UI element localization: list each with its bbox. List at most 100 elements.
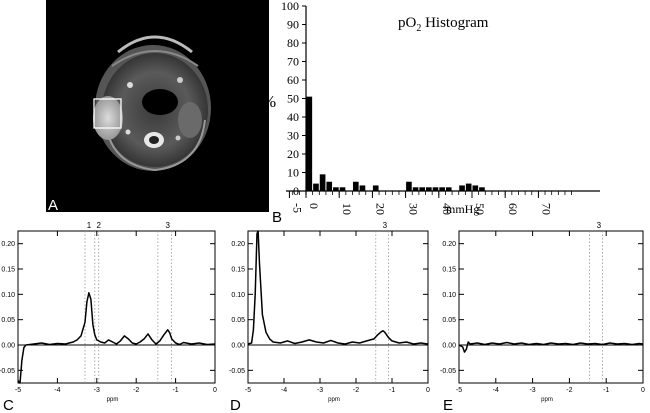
histogram-title: pO2 Histogram (398, 15, 489, 34)
vessel-dot (125, 129, 131, 135)
spectrum-x-label: ppm (107, 397, 119, 403)
histogram-bar (432, 187, 439, 191)
histogram-x-tick-label: 60 (506, 203, 520, 215)
spectrum-trace (458, 341, 644, 353)
panel-b-po2-histogram: pO2 Histogram % mmHg B 0 10 20 30 40 50 60 70 80… (262, 0, 600, 226)
histogram-bar (406, 181, 412, 191)
histogram-y-tick-label: 60 (287, 73, 299, 87)
panel-d-spectrum: D 0.20 0.15 0.10 0.05 0.00 -0.05 -5 -4 -3 -2 -1 0 pp… (229, 221, 430, 413)
spectrum-y-tick-label: 0.00 (231, 343, 245, 350)
histogram-bar (326, 181, 333, 191)
histogram-bar (352, 181, 359, 191)
histogram-y-tick-label: 20 (287, 147, 299, 161)
histogram-y-tick-label: 0 (293, 184, 299, 198)
skin-contour-top (117, 35, 193, 54)
spectrum-x-tick-label: 0 (213, 387, 217, 394)
spectrum-frame (247, 230, 429, 384)
histogram-bar (412, 187, 419, 191)
spectrum-x-tick-label: -1 (172, 387, 178, 394)
spectrum-x-tick-label: -3 (529, 387, 535, 394)
histogram-y-tick-label: 30 (287, 129, 299, 143)
airway (142, 89, 178, 115)
histogram-bar (372, 185, 379, 191)
panel-label-b: B (272, 209, 282, 226)
histogram-x-label: mmHg (446, 202, 479, 216)
histogram-y-tick-label: 100 (281, 0, 299, 13)
spectrum-x-tick-label: -3 (94, 387, 100, 394)
panel-label-d: D (230, 397, 241, 413)
spectrum-y-tick-label: 0.00 (442, 343, 456, 350)
histogram-y-label: % (262, 92, 276, 111)
spectrum-x-label: ppm (541, 397, 553, 403)
spectrum-x-tick-label: -1 (603, 387, 609, 394)
spectrum-peak-marker: 3 (597, 221, 602, 230)
histogram-bar (439, 187, 445, 191)
histogram-bar (419, 187, 426, 191)
vessel-dot (127, 82, 133, 88)
spectrum-x-tick-label: -5 (245, 387, 251, 394)
spectrum-x-tick-label: -5 (456, 387, 462, 394)
spectrum-trace (17, 292, 216, 384)
spectrum-y-tick-label: 0.15 (231, 267, 245, 274)
spectrum-y-tick-label: 0.10 (1, 292, 15, 299)
spectrum-peak-marker: 2 (97, 221, 102, 230)
vessel-dot (177, 77, 183, 83)
histogram-x-tick-label: 10 (340, 203, 354, 215)
histogram-y-tick-label: 90 (287, 18, 299, 32)
histogram-bar (472, 185, 479, 191)
muscle-contour-top (111, 50, 199, 67)
histogram-y-tick-label: 10 (287, 166, 299, 180)
spectrum-x-tick-label: -4 (281, 387, 287, 394)
spectrum-y-tick-label: -0.05 (229, 368, 245, 375)
histogram-x-tick-label: 30 (407, 203, 421, 215)
spectrum-y-tick-label: 0.00 (1, 343, 15, 350)
histogram-y-tick-label: 70 (287, 55, 299, 69)
panel-label-e: E (443, 397, 453, 413)
histogram-bar (465, 183, 472, 191)
histogram-bar (319, 174, 326, 191)
vessel-dot (175, 135, 181, 141)
spectrum-x-tick-label: -1 (389, 387, 395, 394)
spectrum-y-tick-label: 0.15 (1, 267, 15, 274)
spectrum-x-tick-label: -4 (54, 387, 60, 394)
spectrum-x-tick-label: -5 (15, 387, 21, 394)
histogram-bar (313, 183, 319, 191)
histogram-bar (459, 185, 465, 191)
panel-label-a: A (48, 197, 58, 214)
histogram-bar (359, 185, 366, 191)
histogram-bar (426, 187, 432, 191)
spectrum-y-tick-label: 0.10 (231, 292, 245, 299)
panel-a-mri-image: A (46, 0, 269, 214)
spectrum-y-tick-label: 0.20 (442, 241, 456, 248)
tumor-region (93, 96, 123, 140)
spectrum-frame (458, 230, 644, 384)
histogram-y-tick-label: 50 (287, 92, 299, 106)
histogram-bar (333, 187, 339, 191)
spectrum-y-tick-label: -0.05 (0, 368, 15, 375)
histogram-x-tick-label: 0 (307, 203, 321, 209)
histogram-bar (479, 187, 485, 191)
skin-contour-bottom (104, 119, 206, 172)
histogram-x-tick-label: -5 (290, 203, 304, 213)
histogram-x-tick-label: 70 (539, 203, 553, 215)
contralateral-muscle (178, 102, 202, 138)
panel-label-c: C (3, 397, 14, 413)
spectrum-x-tick-label: -2 (133, 387, 139, 394)
spectrum-frame (17, 230, 216, 384)
panel-c-spectrum: C 0.20 0.15 0.10 0.05 0.00 -0.05 -5 -4 -3 -2 -1 0 pp… (0, 221, 217, 413)
spectrum-x-tick-label: -2 (566, 387, 572, 394)
histogram-y-tick-label: 40 (287, 110, 299, 124)
histogram-x-tick-label: 50 (473, 203, 487, 215)
spectrum-y-tick-label: 0.20 (231, 241, 245, 248)
spectrum-x-tick-label: -2 (353, 387, 359, 394)
histogram-bar (445, 187, 452, 191)
spectrum-y-tick-label: 0.10 (442, 292, 456, 299)
spectrum-peak-marker: 3 (383, 221, 388, 230)
panel-e-spectrum: E 0.20 0.15 0.10 0.05 0.00 -0.05 -5 -4 -3 -2 -1 0 pp… (440, 221, 645, 413)
spectrum-peak-marker: 1 (87, 221, 92, 230)
spectrum-x-tick-label: -3 (317, 387, 323, 394)
histogram-bar (339, 187, 346, 191)
spectrum-x-tick-label: 0 (426, 387, 430, 394)
spectrum-y-tick-label: 0.05 (1, 317, 15, 324)
